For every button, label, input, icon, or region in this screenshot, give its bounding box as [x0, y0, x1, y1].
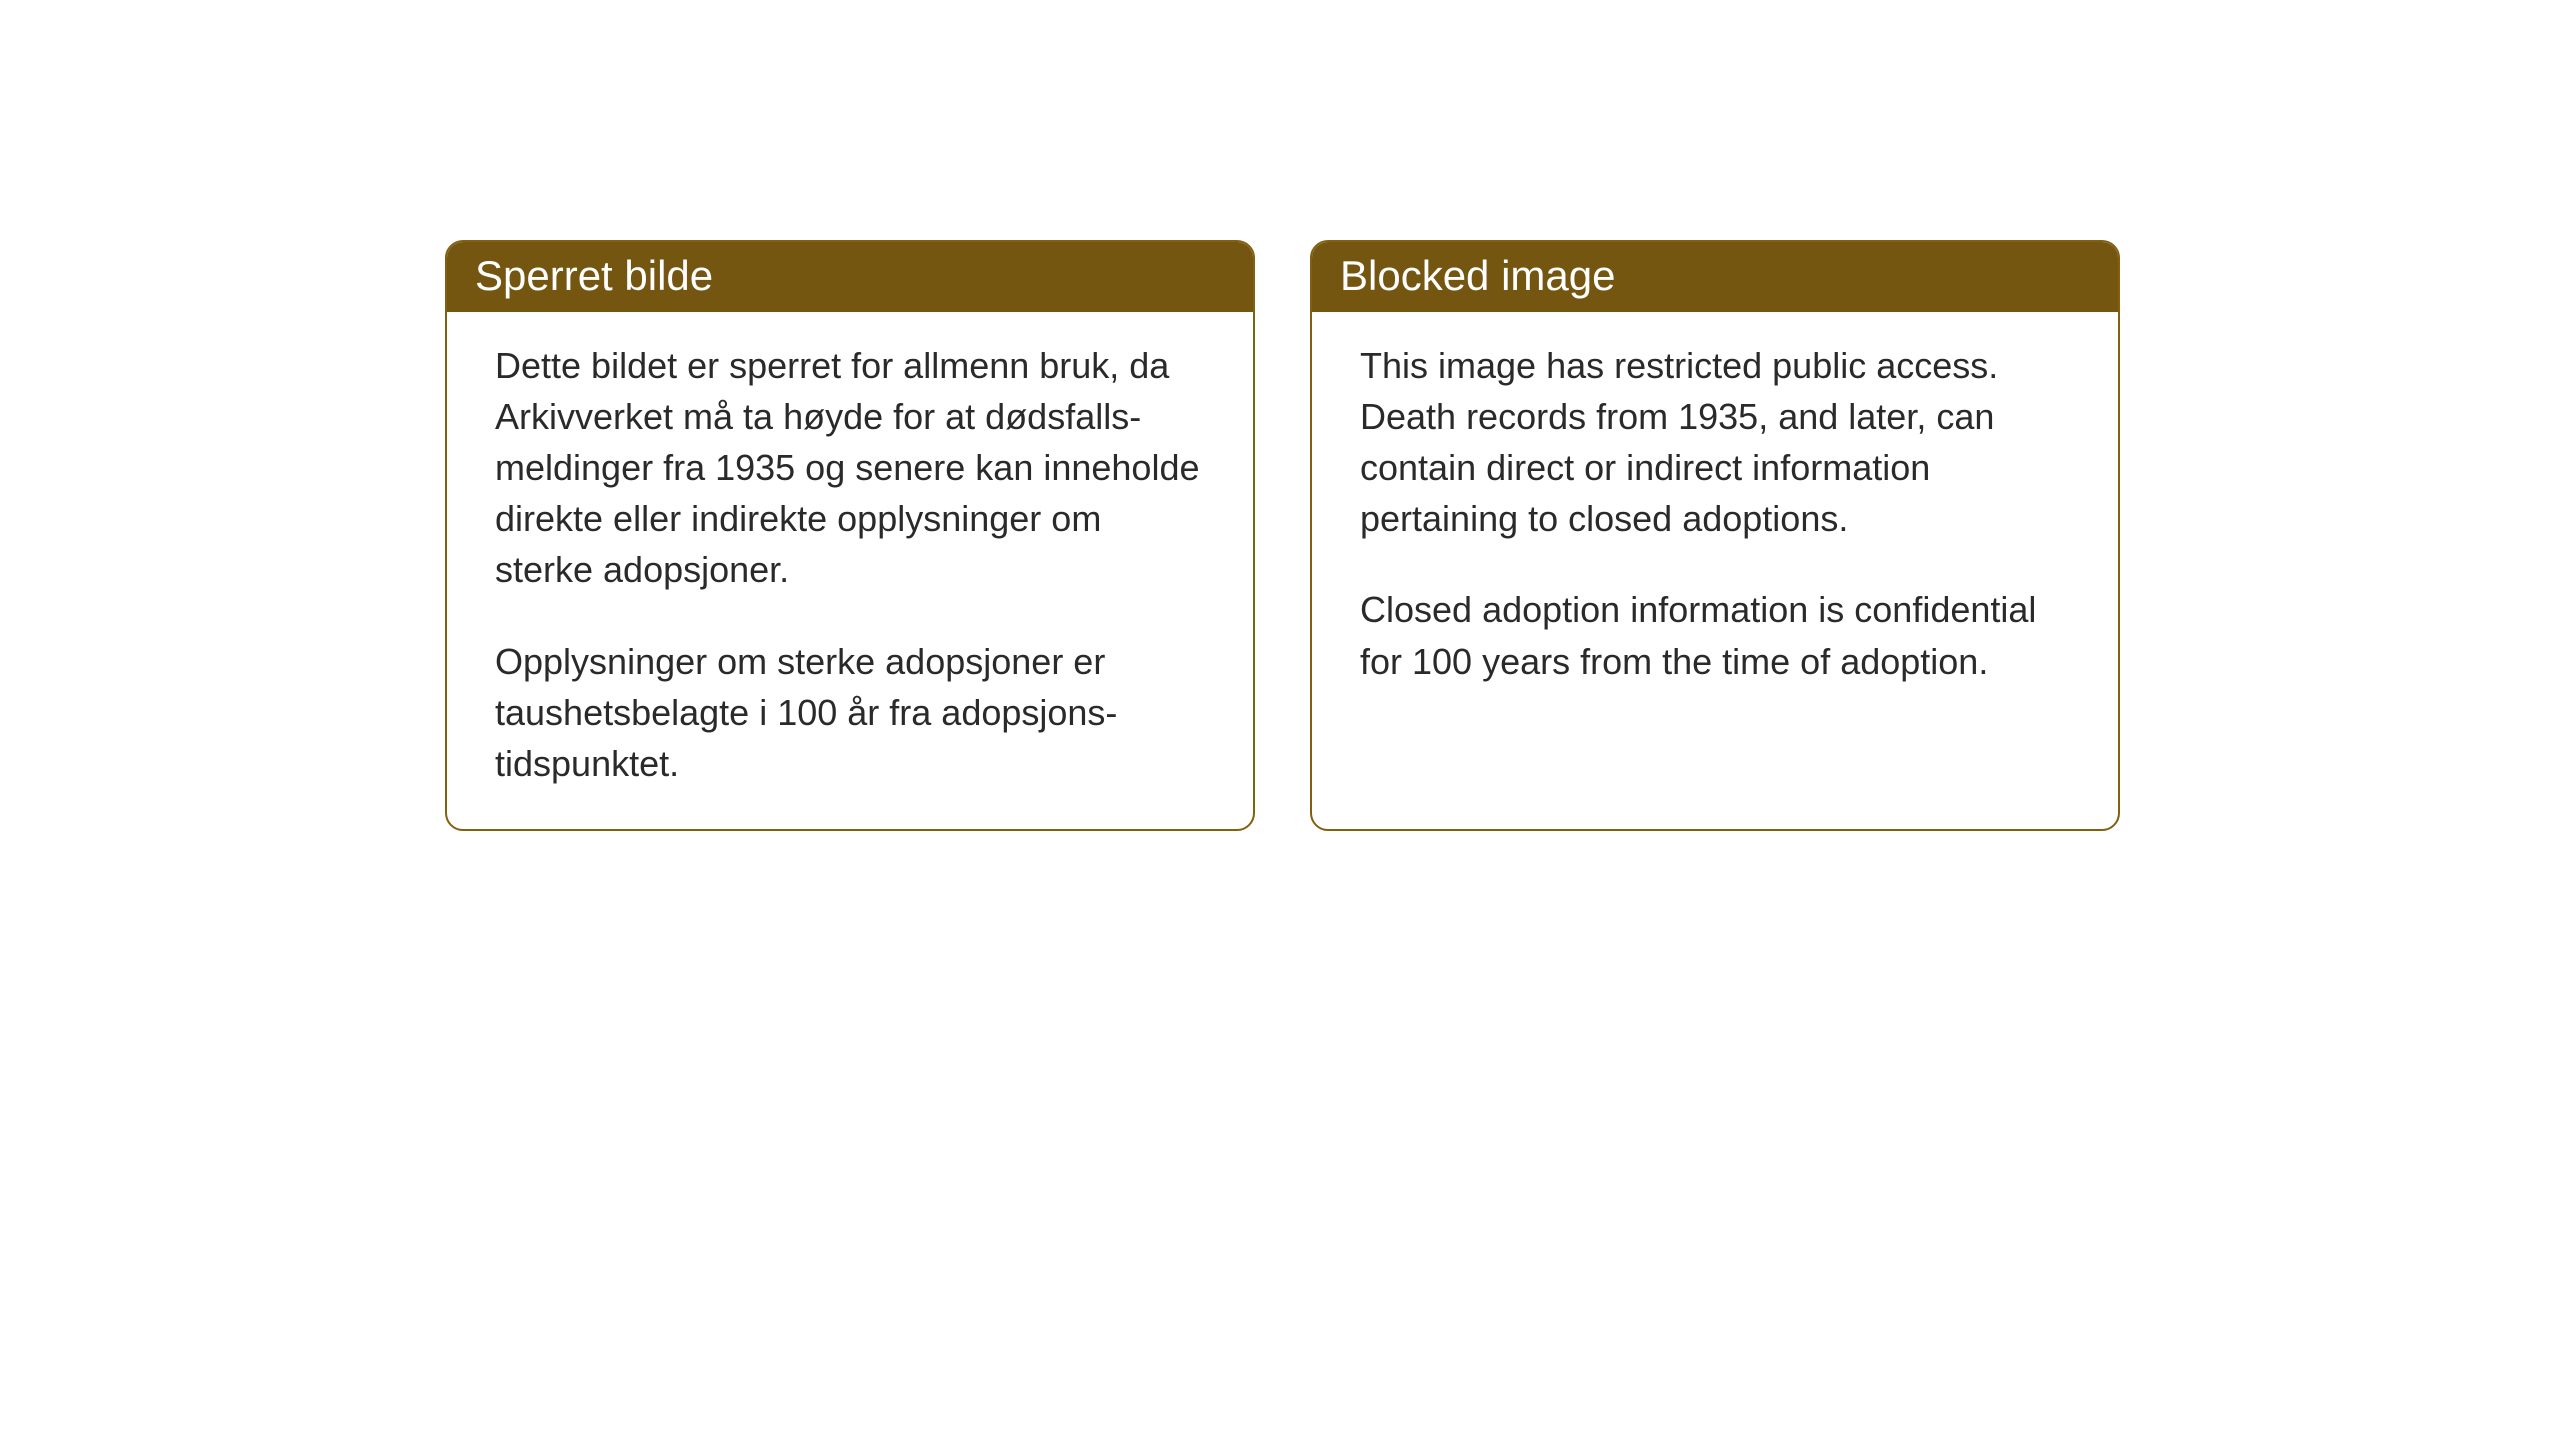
- card-paragraph-1-norwegian: Dette bildet er sperret for allmenn bruk…: [495, 340, 1205, 596]
- card-body-english: This image has restricted public access.…: [1312, 312, 2118, 754]
- card-header-norwegian: Sperret bilde: [447, 242, 1253, 312]
- card-header-english: Blocked image: [1312, 242, 2118, 312]
- card-norwegian: Sperret bilde Dette bildet er sperret fo…: [445, 240, 1255, 831]
- card-paragraph-2-norwegian: Opplysninger om sterke adopsjoner er tau…: [495, 636, 1205, 789]
- card-paragraph-2-english: Closed adoption information is confident…: [1360, 584, 2070, 686]
- card-paragraph-1-english: This image has restricted public access.…: [1360, 340, 2070, 544]
- card-body-norwegian: Dette bildet er sperret for allmenn bruk…: [447, 312, 1253, 829]
- card-english: Blocked image This image has restricted …: [1310, 240, 2120, 831]
- cards-container: Sperret bilde Dette bildet er sperret fo…: [445, 240, 2560, 831]
